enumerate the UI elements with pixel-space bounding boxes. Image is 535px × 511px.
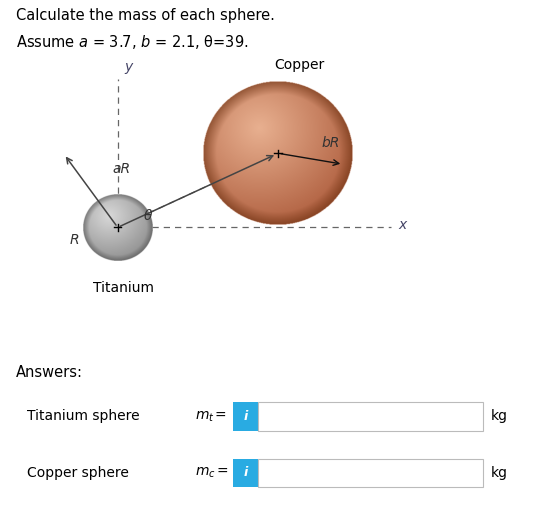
Text: $m_c\!$ =: $m_c\!$ = [195, 466, 229, 480]
Text: i: i [243, 410, 248, 423]
Text: Copper sphere: Copper sphere [27, 466, 128, 480]
Bar [233, 459, 258, 486]
Text: Titanium sphere: Titanium sphere [27, 409, 140, 424]
Text: Answers:: Answers: [16, 365, 83, 380]
Text: $m_t\!$ =: $m_t\!$ = [195, 409, 227, 424]
Text: kg: kg [491, 409, 508, 424]
Bar [258, 403, 483, 430]
Text: θ: θ [143, 209, 152, 223]
Text: R: R [70, 233, 79, 247]
Text: bR: bR [321, 136, 339, 150]
Text: Assume $a$ = 3.7, $b$ = 2.1, θ=39.: Assume $a$ = 3.7, $b$ = 2.1, θ=39. [16, 33, 249, 51]
Text: kg: kg [491, 466, 508, 480]
Bar [258, 459, 483, 486]
Text: y: y [124, 60, 132, 74]
Bar [233, 403, 258, 430]
Text: x: x [399, 218, 407, 232]
Text: i: i [243, 466, 248, 479]
Text: aR: aR [112, 161, 131, 176]
Text: Calculate the mass of each sphere.: Calculate the mass of each sphere. [16, 8, 275, 22]
Text: Titanium: Titanium [93, 281, 154, 295]
Text: Copper: Copper [274, 58, 325, 72]
